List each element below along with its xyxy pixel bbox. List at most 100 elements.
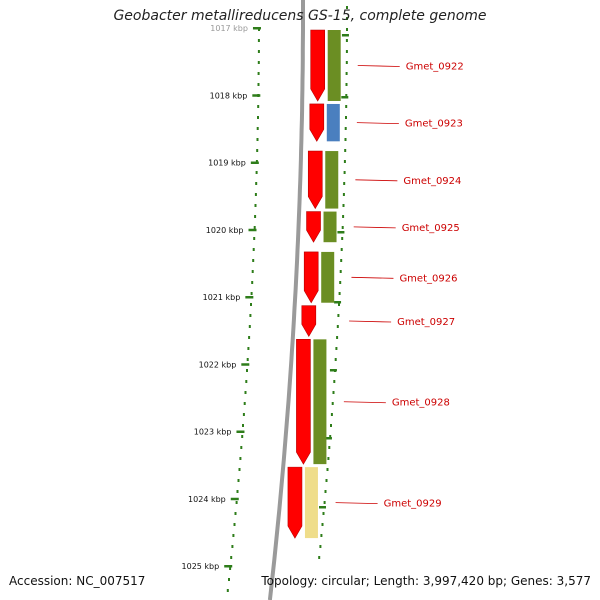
cds-arrow — [296, 339, 311, 465]
right-tick — [337, 231, 345, 234]
major-tick — [250, 161, 259, 164]
cds-arrow — [307, 150, 323, 210]
ruler-tick — [330, 413, 333, 416]
ruler-tick — [345, 116, 347, 119]
ruler-tick — [319, 545, 322, 548]
ruler-tick — [256, 149, 259, 152]
ruler-tick — [251, 281, 254, 284]
ruler-tick — [328, 446, 331, 449]
cds-arrow — [306, 211, 321, 243]
right-tick — [319, 506, 327, 509]
ruler-tick — [332, 391, 335, 394]
ruler-tick — [346, 28, 348, 31]
ruler-tick — [327, 457, 330, 460]
gene-label: Gmet_0929 — [384, 499, 442, 510]
ruler-tick — [257, 61, 260, 64]
kbp-tick-label: 1018 kbp — [210, 91, 248, 100]
ruler-tick — [325, 479, 328, 482]
ruler-tick — [253, 237, 256, 240]
ruler-tick — [344, 127, 347, 130]
ruler-tick — [343, 182, 346, 185]
label-leader — [349, 320, 392, 323]
label-leader — [356, 122, 399, 125]
ruler-tick — [252, 248, 255, 251]
ruler-tick — [333, 380, 336, 383]
cds-arrow — [287, 466, 303, 539]
ruler-tick — [231, 545, 234, 548]
ruler-tick — [232, 534, 235, 537]
label-leader — [335, 502, 378, 505]
kbp-tick-label: 1024 kbp — [188, 495, 226, 504]
ruler-tick — [228, 578, 230, 581]
ruler-tick — [318, 556, 321, 559]
ruler-tick — [345, 50, 348, 53]
ruler-tick — [334, 358, 337, 361]
right-tick — [334, 301, 342, 304]
gene-label: Gmet_0928 — [392, 398, 450, 409]
ruler-tick — [256, 127, 259, 130]
ruler-tick — [320, 534, 323, 537]
kbp-tick-label: 1023 kbp — [194, 428, 232, 437]
label-leader — [353, 226, 396, 229]
ruler-tick — [341, 226, 344, 229]
ruler-tick — [344, 149, 347, 152]
ruler-tick — [246, 369, 248, 372]
ruler-tick — [257, 116, 259, 119]
kbp-tick-label: 1021 kbp — [203, 293, 241, 302]
ruler-tick — [237, 479, 240, 482]
ruler-tick — [336, 325, 339, 328]
ruler-tick — [338, 303, 340, 306]
gene-label: Gmet_0927 — [397, 317, 455, 328]
major-tick — [252, 94, 261, 97]
major-tick — [224, 565, 233, 568]
ruler-tick — [337, 314, 340, 317]
ruler-tick — [257, 72, 260, 75]
right-tick — [324, 437, 332, 440]
kbp-tick-label: 1025 kbp — [182, 562, 220, 571]
ruler-tick — [238, 468, 241, 471]
backbone-arc — [267, 0, 305, 600]
ruler-tick — [252, 259, 255, 262]
ruler-tick — [230, 556, 233, 559]
ruler-tick — [322, 512, 325, 515]
gene-label: Gmet_0923 — [405, 119, 463, 130]
ruler-tick — [248, 336, 251, 339]
cog-box — [326, 103, 340, 142]
label-leader — [357, 65, 400, 67]
map-title: Geobacter metallireducens GS-15, complet… — [113, 8, 487, 24]
ruler-tick — [250, 303, 252, 306]
cds-arrow — [301, 305, 317, 337]
ruler-tick — [345, 94, 348, 97]
ruler-tick — [340, 248, 343, 251]
ruler-tick — [342, 204, 345, 207]
kbp-tick-label: 1017 kbp — [210, 24, 248, 33]
ruler-tick — [321, 523, 324, 526]
ruler-tick — [335, 347, 338, 350]
ruler-tick — [330, 424, 332, 427]
ruler-tick — [245, 380, 248, 383]
ruler-tick — [246, 358, 249, 361]
label-leader — [355, 179, 398, 182]
label-leader — [343, 401, 386, 404]
ruler-tick — [336, 336, 339, 339]
cog-box — [313, 339, 327, 465]
ruler-tick — [239, 457, 242, 460]
ruler-tick — [345, 72, 348, 75]
genome-summary-text: Topology: circular; Length: 3,997,420 bp… — [261, 574, 591, 588]
ruler-tick — [345, 39, 348, 42]
ruler-tick — [250, 292, 253, 295]
gene-label: Gmet_0924 — [403, 176, 461, 187]
ruler-tick — [241, 435, 244, 438]
ruler-tick — [342, 193, 345, 196]
right-tick — [341, 96, 349, 99]
ruler-tick — [234, 512, 237, 515]
ruler-tick — [242, 413, 245, 416]
ruler-tick — [244, 391, 247, 394]
right-tick — [341, 34, 349, 37]
ruler-tick — [247, 347, 250, 350]
cds-arrow — [303, 251, 319, 304]
major-tick — [230, 497, 239, 501]
cds-arrow — [310, 29, 326, 102]
cog-box — [323, 211, 337, 243]
